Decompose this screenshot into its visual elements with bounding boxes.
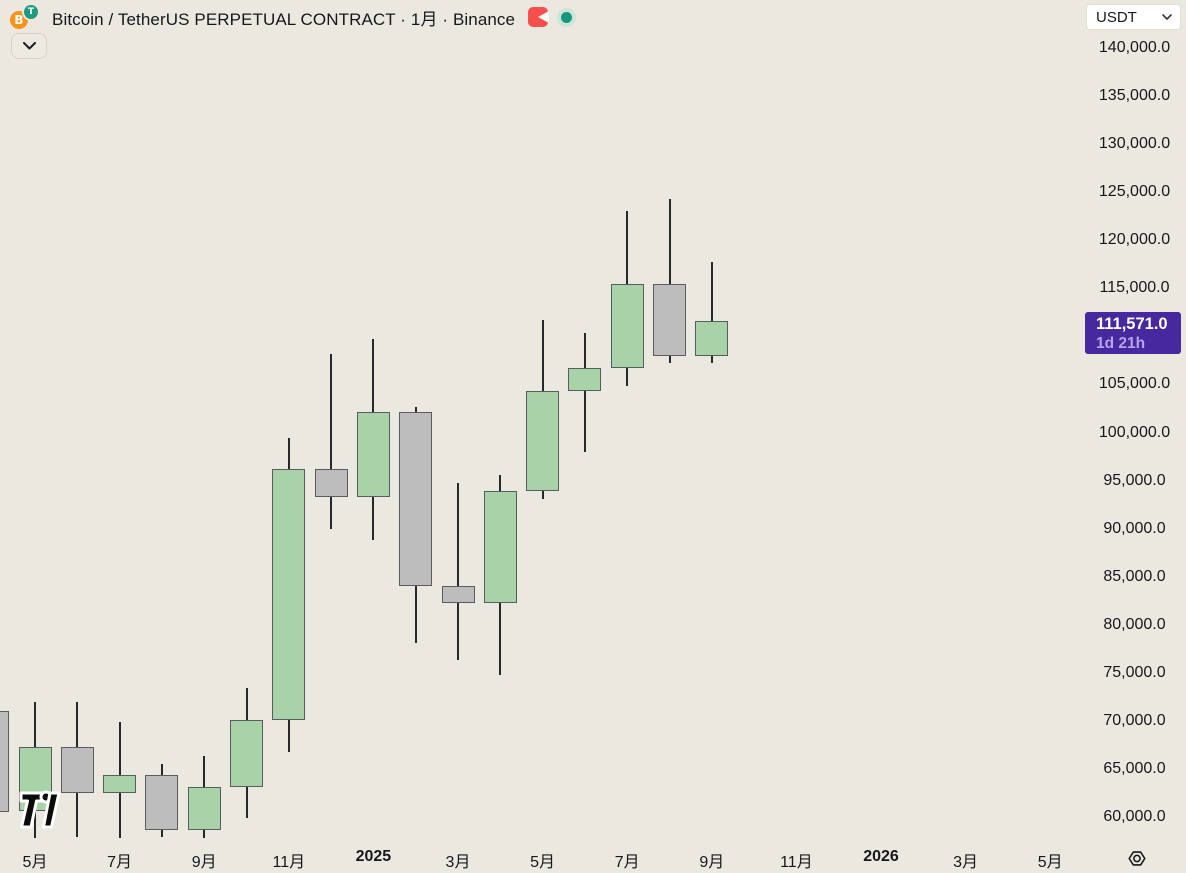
candle-2025-08[interactable] — [653, 283, 686, 356]
chevron-down-icon — [22, 42, 36, 50]
candle-2024-07[interactable] — [103, 774, 137, 793]
candle-wick-2024-12 — [330, 353, 333, 529]
time-axis-label: 5月 — [22, 854, 48, 871]
candle-2025-04[interactable] — [483, 491, 517, 604]
tether-icon: T — [24, 5, 38, 19]
time-axis-label: 11月 — [272, 854, 306, 871]
time-axis[interactable]: 5月 7月 9月 11月 2025 3月 5月 7月 9月 11月 2026 3月 5月 — [0, 843, 1186, 873]
candle-2024-08[interactable] — [145, 774, 179, 830]
candle-2025-02[interactable] — [399, 412, 433, 587]
time-axis-label: 2026 — [863, 848, 899, 865]
price-axis-label: 100,000.0 — [1098, 423, 1171, 441]
candle-wick-2025-09 — [710, 262, 713, 364]
market-open-status-core — [561, 11, 573, 23]
hexagon-settings-icon — [1128, 850, 1146, 866]
tradingview-logo[interactable] — [19, 786, 61, 839]
price-axis-label: 85,000.0 — [1103, 567, 1166, 585]
price-axis-label: 65,000.0 — [1103, 759, 1166, 777]
time-axis-label: 7月 — [107, 854, 133, 871]
price-axis-label: 75,000.0 — [1103, 663, 1166, 681]
time-axis-label: 3月 — [953, 854, 979, 871]
candle-2025-07[interactable] — [610, 283, 644, 369]
time-axis-label: 5月 — [530, 854, 556, 871]
candle-2025-09[interactable] — [695, 321, 729, 356]
price-axis[interactable]: 111,571.0 1d 21h 140,000.0 135,000.0 130,0… — [1083, 0, 1186, 843]
time-axis-label: 3月 — [445, 854, 471, 871]
price-axis-label: 135,000.0 — [1098, 87, 1171, 105]
time-axis-label: 5月 — [1037, 854, 1063, 871]
candle-wick-2025-08 — [668, 198, 671, 364]
price-axis-label: 90,000.0 — [1103, 519, 1166, 537]
candle-wick-2025-03 — [457, 482, 459, 661]
candle-2024-10[interactable] — [230, 719, 263, 788]
market-open-status-icon[interactable] — [557, 7, 577, 27]
currency-dropdown[interactable]: USDT — [1086, 4, 1181, 30]
chart-canvas[interactable] — [0, 0, 1083, 843]
time-axis-label: 2025 — [355, 848, 392, 865]
last-price-badge: 111,571.0 1d 21h — [1085, 312, 1181, 355]
candle-2025-01[interactable] — [356, 412, 390, 497]
candle-2024-04[interactable] — [0, 711, 10, 812]
candle-2024-12[interactable] — [314, 469, 348, 497]
candle-2024-06[interactable] — [60, 746, 94, 793]
price-axis-label: 70,000.0 — [1103, 711, 1166, 729]
last-price-value: 111,571.0 — [1096, 315, 1168, 334]
time-axis-label: 9月 — [191, 854, 217, 871]
price-axis-label: 105,000.0 — [1098, 375, 1171, 393]
price-axis-label: 95,000.0 — [1103, 471, 1166, 489]
time-axis-label: 7月 — [614, 854, 640, 871]
tradingview-logo-icon — [19, 790, 61, 829]
price-axis-label: 115,000.0 — [1099, 279, 1170, 297]
price-axis-label: 80,000.0 — [1103, 615, 1166, 633]
bar-close-countdown: 1d 21h — [1096, 335, 1146, 353]
candle-2025-06[interactable] — [568, 368, 602, 392]
symbol-pair-logo: B T — [10, 4, 43, 30]
currency-dropdown-value: USDT — [1096, 8, 1137, 26]
candle-2024-11[interactable] — [272, 469, 306, 720]
candle-2025-05[interactable] — [526, 391, 560, 492]
time-axis-settings-button[interactable] — [1124, 846, 1150, 870]
time-axis-label: 11月 — [780, 854, 813, 871]
price-axis-label: 120,000.0 — [1098, 231, 1171, 249]
price-axis-label: 140,000.0 — [1098, 39, 1171, 56]
flag-icon[interactable] — [528, 7, 550, 27]
candle-2024-09[interactable] — [187, 787, 221, 830]
time-axis-label: 9月 — [699, 854, 725, 871]
price-axis-label: 60,000.0 — [1103, 808, 1166, 825]
symbol-title[interactable]: Bitcoin / TetherUS PERPETUAL CONTRACT · … — [52, 9, 516, 29]
expand-toolbar-button[interactable] — [11, 33, 47, 59]
bitcoin-icon: B — [10, 11, 28, 29]
candle-wick-2025-06 — [583, 333, 586, 452]
symbol-header: B T Bitcoin / TetherUS PERPETUAL CONTRAC… — [10, 4, 577, 30]
chevron-down-icon — [1162, 14, 1180, 20]
flag-notch — [538, 11, 550, 23]
price-axis-label: 130,000.0 — [1098, 135, 1171, 153]
price-axis-label: 125,000.0 — [1098, 183, 1171, 201]
candle-2025-03[interactable] — [441, 586, 475, 604]
